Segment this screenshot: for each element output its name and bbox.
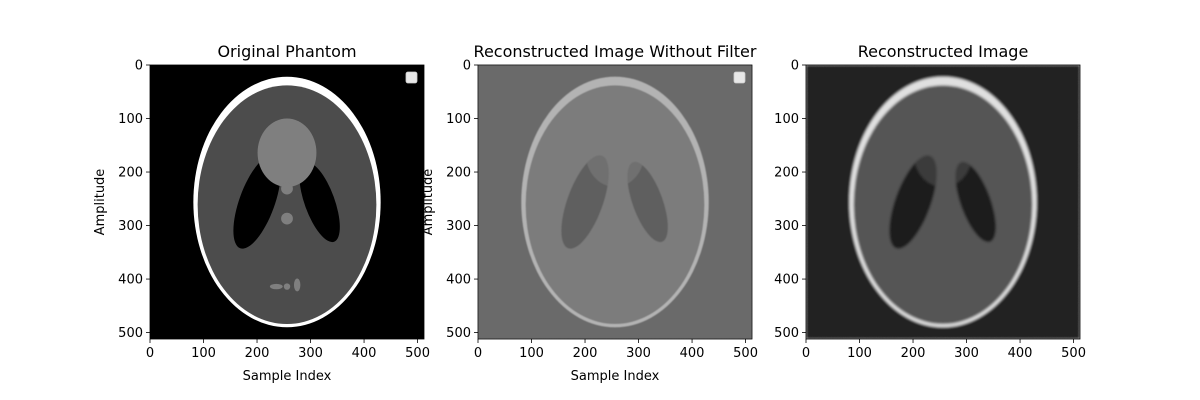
subplot-1: 0 100 200 300 400 5000100200300400500Original… (93, 42, 430, 384)
x-tick-label: 200 (901, 346, 926, 361)
chart-title: Reconstructed Image (858, 42, 1029, 61)
x-tick-label: 500 (733, 346, 758, 361)
bottom-dot (293, 278, 301, 292)
y-tick-label: 400 (774, 273, 799, 288)
y-tick-label: 100 (118, 112, 143, 127)
y-tick-label: 100 (446, 112, 471, 127)
central-lesion (585, 118, 645, 188)
right-ventricle (627, 161, 668, 243)
x-tick-label: 0 (146, 346, 154, 361)
x-tick-label: 100 (191, 346, 216, 361)
x-tick-label: 500 (405, 346, 430, 361)
y-tick-label: 500 (774, 326, 799, 341)
image-plot (806, 65, 1080, 339)
right-ventricle (955, 161, 996, 243)
chart-title: Reconstructed Image Without Filter (474, 42, 757, 61)
x-axis-label: Sample Index (571, 369, 660, 384)
y-tick-label: 500 (118, 326, 143, 341)
right-ventricle (299, 161, 340, 243)
brain-ellipse (197, 85, 377, 325)
small-lesion (609, 212, 621, 225)
x-tick-label: 400 (352, 346, 377, 361)
legend-box (733, 71, 746, 84)
bottom-dot (939, 283, 947, 290)
image-plot (150, 65, 424, 339)
y-tick-label: 400 (118, 273, 143, 288)
brain-ellipse (525, 85, 705, 325)
y-tick-label: 300 (774, 219, 799, 234)
x-tick-label: 300 (298, 346, 323, 361)
small-lesion (281, 212, 293, 225)
subplot-3: 0 100 200 300 400 5000100200300400500Reconstr… (774, 42, 1086, 361)
x-tick-label: 300 (626, 346, 651, 361)
x-tick-label: 400 (680, 346, 705, 361)
x-tick-label: 500 (1061, 346, 1086, 361)
x-tick-label: 200 (245, 346, 270, 361)
x-tick-label: 400 (1008, 346, 1033, 361)
small-lesion (609, 182, 621, 195)
bottom-dot (611, 283, 619, 290)
bottom-dot (597, 283, 611, 290)
y-tick-label: 200 (446, 166, 471, 181)
subplot-2: 0 100 200 300 400 5000100200300400500Reconstr… (421, 42, 758, 384)
y-tick-label: 0 (791, 59, 799, 74)
small-lesion (281, 182, 293, 195)
y-tick-label: 0 (463, 59, 471, 74)
axes-frame (805, 64, 1081, 340)
y-tick-label: 500 (446, 326, 471, 341)
x-axis-label: Sample Index (243, 369, 332, 384)
x-tick-label: 0 (474, 346, 482, 361)
small-lesion (937, 182, 949, 195)
y-tick-label: 0 (135, 59, 143, 74)
chart-title: Original Phantom (217, 42, 356, 61)
bottom-dot (925, 283, 939, 290)
bottom-dot (283, 283, 291, 290)
bottom-dot (269, 283, 283, 290)
x-tick-label: 0 (802, 346, 810, 361)
y-tick-label: 400 (446, 273, 471, 288)
central-lesion (257, 118, 317, 188)
x-tick-label: 200 (573, 346, 598, 361)
x-tick-label: 100 (847, 346, 872, 361)
x-tick-label: 300 (954, 346, 979, 361)
y-axis-label: Amplitude (421, 169, 436, 236)
brain-ellipse (853, 85, 1033, 325)
x-tick-label: 100 (519, 346, 544, 361)
image-plot (478, 65, 752, 339)
y-axis-label: Amplitude (93, 169, 108, 236)
legend-box (405, 71, 418, 84)
y-tick-label: 200 (774, 166, 799, 181)
y-tick-label: 300 (118, 219, 143, 234)
bottom-dot (949, 278, 957, 292)
bottom-dot (621, 278, 629, 292)
axes-frame (149, 64, 425, 340)
central-lesion (913, 118, 973, 188)
axes-frame (477, 64, 753, 340)
y-tick-label: 300 (446, 219, 471, 234)
y-tick-label: 200 (118, 166, 143, 181)
y-tick-label: 100 (774, 112, 799, 127)
small-lesion (937, 212, 949, 225)
